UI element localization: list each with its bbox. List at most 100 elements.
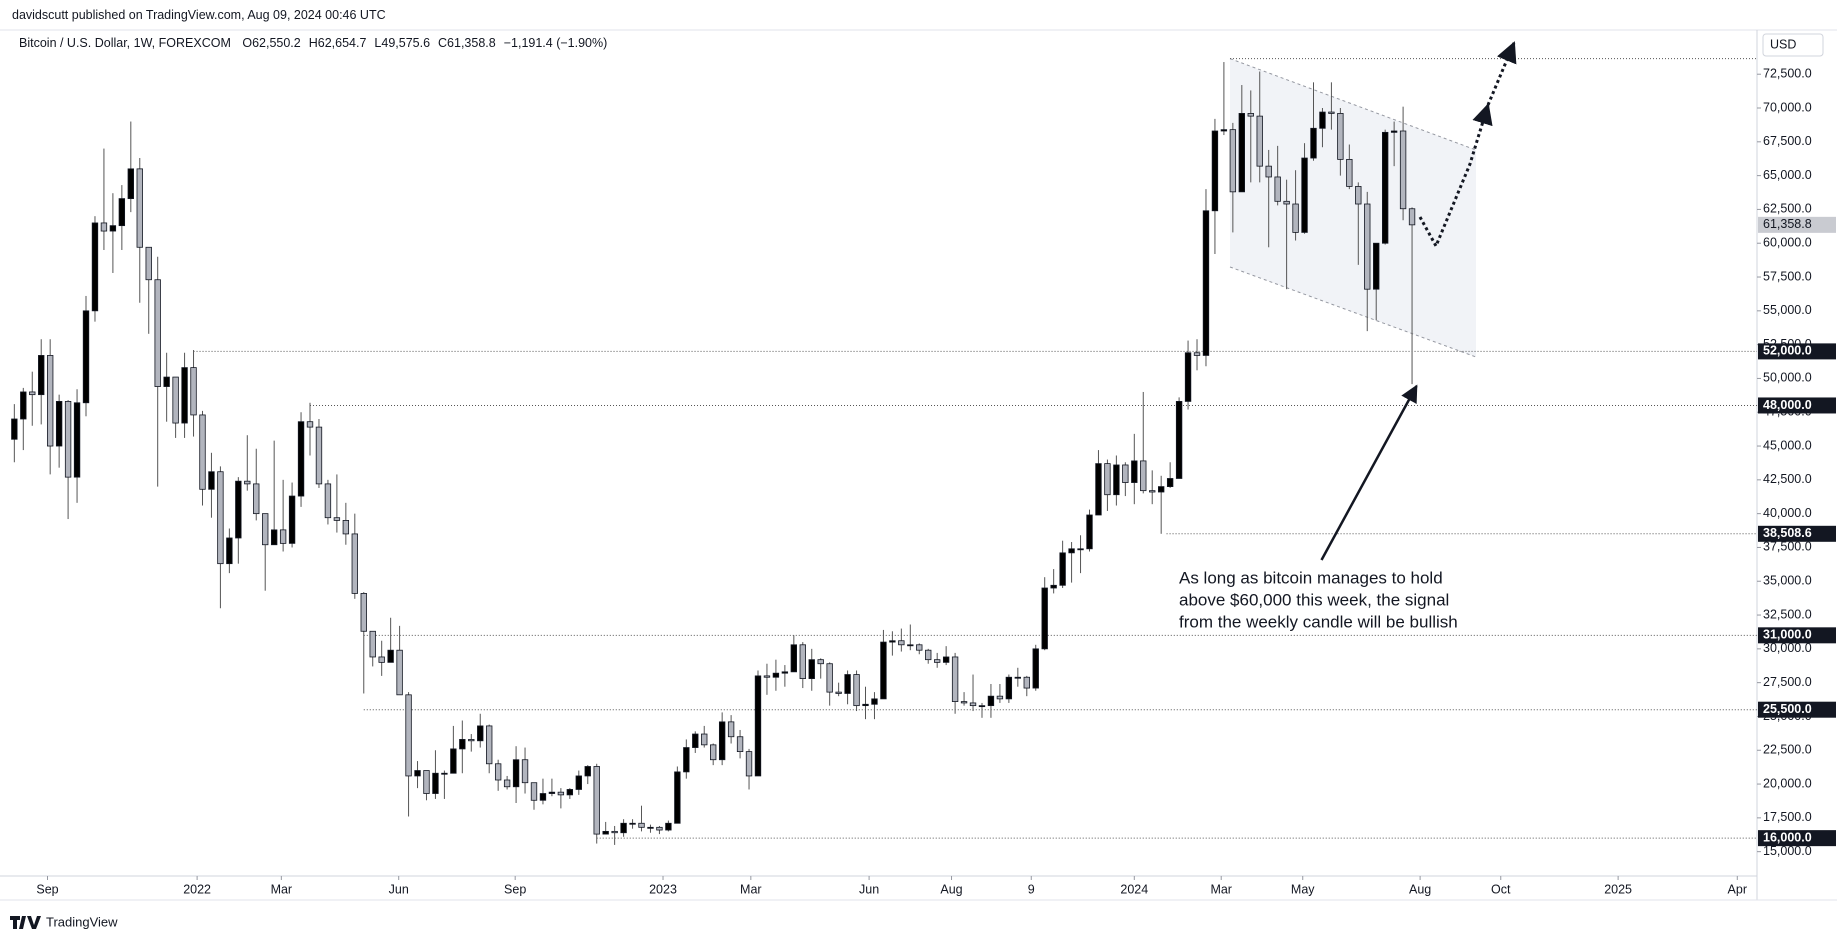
candle-body (1301, 157, 1308, 233)
candle-body (960, 701, 968, 704)
level-label: 25,500.0 (1763, 702, 1812, 716)
y-tick-label: 62,500.0 (1763, 202, 1812, 216)
x-tick-label: 2025 (1604, 882, 1632, 896)
candle-body (1014, 676, 1022, 679)
candle-body (1202, 210, 1210, 356)
x-tick-label: Mar (271, 882, 293, 896)
channel-bottom (1229, 266, 1477, 358)
candle-body (925, 649, 932, 661)
x-tick-label: Sep (36, 882, 58, 896)
currency-box[interactable] (1762, 33, 1824, 57)
candles (11, 62, 1416, 845)
candle-body (987, 695, 995, 707)
ohlc-label: O62,550.2 (242, 36, 301, 50)
candle-body (73, 402, 81, 478)
candle-body (539, 793, 547, 801)
y-tick-label: 35,000.0 (1763, 574, 1812, 588)
candle-body (1041, 587, 1048, 650)
candle-body (978, 705, 986, 708)
channel-fill (1230, 58, 1476, 357)
candle-body (306, 421, 314, 428)
candle-body (270, 529, 278, 546)
candle-body (512, 759, 520, 788)
candle-body (638, 822, 645, 828)
y-tick-label: 27,500.0 (1763, 675, 1812, 689)
candle-body (1158, 486, 1165, 493)
candle-body (100, 222, 108, 232)
level-label-box (1758, 343, 1836, 360)
projection-path (1418, 102, 1493, 250)
candle-body (745, 751, 753, 777)
candle-body (826, 663, 833, 693)
candle-body (584, 766, 591, 777)
candle-body (503, 779, 511, 788)
candle-body (1283, 200, 1290, 205)
candle-body (1131, 460, 1138, 483)
candle-body (351, 533, 358, 594)
candle-body (1346, 158, 1353, 187)
candle-body (593, 766, 600, 835)
candle-body (674, 771, 681, 824)
candle-body (1390, 130, 1398, 133)
candle-body (862, 703, 869, 707)
y-tick-label: 60,000.0 (1763, 236, 1812, 250)
candle-body (46, 355, 54, 447)
candle-body (235, 480, 242, 539)
brand-logo (10, 916, 41, 929)
x-tick-label: Jun (389, 882, 409, 896)
candle-body (279, 529, 287, 544)
ohlc-label: −1,191.4 (−1.90%) (503, 36, 608, 50)
candle-body (1256, 115, 1263, 167)
ohlc-label: C61,358.8 (438, 36, 496, 50)
candle-body (1086, 514, 1093, 550)
candle-body (20, 391, 27, 420)
candle-body (1310, 127, 1317, 159)
x-tick-label: May (1291, 882, 1315, 896)
candle-body (154, 279, 161, 387)
y-tick-label: 32,500.0 (1763, 607, 1812, 621)
candle-body (217, 471, 224, 565)
candle-body (620, 822, 627, 834)
candle-body (450, 748, 457, 774)
candle-body (683, 747, 690, 773)
candle-body (190, 367, 197, 416)
candle-body (996, 695, 1004, 700)
level-label: 31,000.0 (1763, 628, 1812, 642)
channel-top (1229, 58, 1477, 151)
x-tick-label: Oct (1491, 882, 1511, 896)
candle-body (1140, 460, 1147, 492)
candle-body (1068, 548, 1075, 554)
candle-body (1355, 186, 1362, 205)
candle-body (1184, 352, 1192, 402)
candle-body (459, 739, 466, 750)
x-tick-label: 9 (1028, 882, 1035, 896)
candle-body (817, 659, 824, 665)
last-price-box (1758, 216, 1836, 233)
candle-body (387, 649, 394, 663)
y-tick-label: 65,000.0 (1763, 168, 1812, 182)
candle-body (647, 826, 654, 829)
candle-body (790, 644, 798, 673)
candle-body (880, 641, 887, 700)
candle-body (1050, 584, 1057, 589)
candle-body (414, 770, 421, 777)
symbol: Bitcoin / U.S. Dollar, 1W, FOREXCOM (19, 36, 231, 50)
candle-body (127, 168, 134, 200)
x-tick-label: Mar (740, 882, 762, 896)
candle-body (432, 772, 439, 794)
candle-body (942, 656, 950, 663)
candle-body (1104, 463, 1111, 496)
candle-body (1193, 352, 1201, 356)
candle-body (55, 401, 63, 447)
x-tick-label: 2023 (649, 882, 677, 896)
candle-body (1005, 676, 1013, 700)
y-tick-label: 22,500.0 (1763, 743, 1812, 757)
candle-body (396, 649, 403, 696)
last-price-label: 61,358.8 (1763, 217, 1812, 231)
candle-body (1238, 113, 1245, 193)
level-label-box (1758, 627, 1836, 644)
annotation-text: above $60,000 this week, the signal (1179, 590, 1449, 609)
candle-body (468, 739, 475, 742)
candle-body (951, 656, 959, 702)
